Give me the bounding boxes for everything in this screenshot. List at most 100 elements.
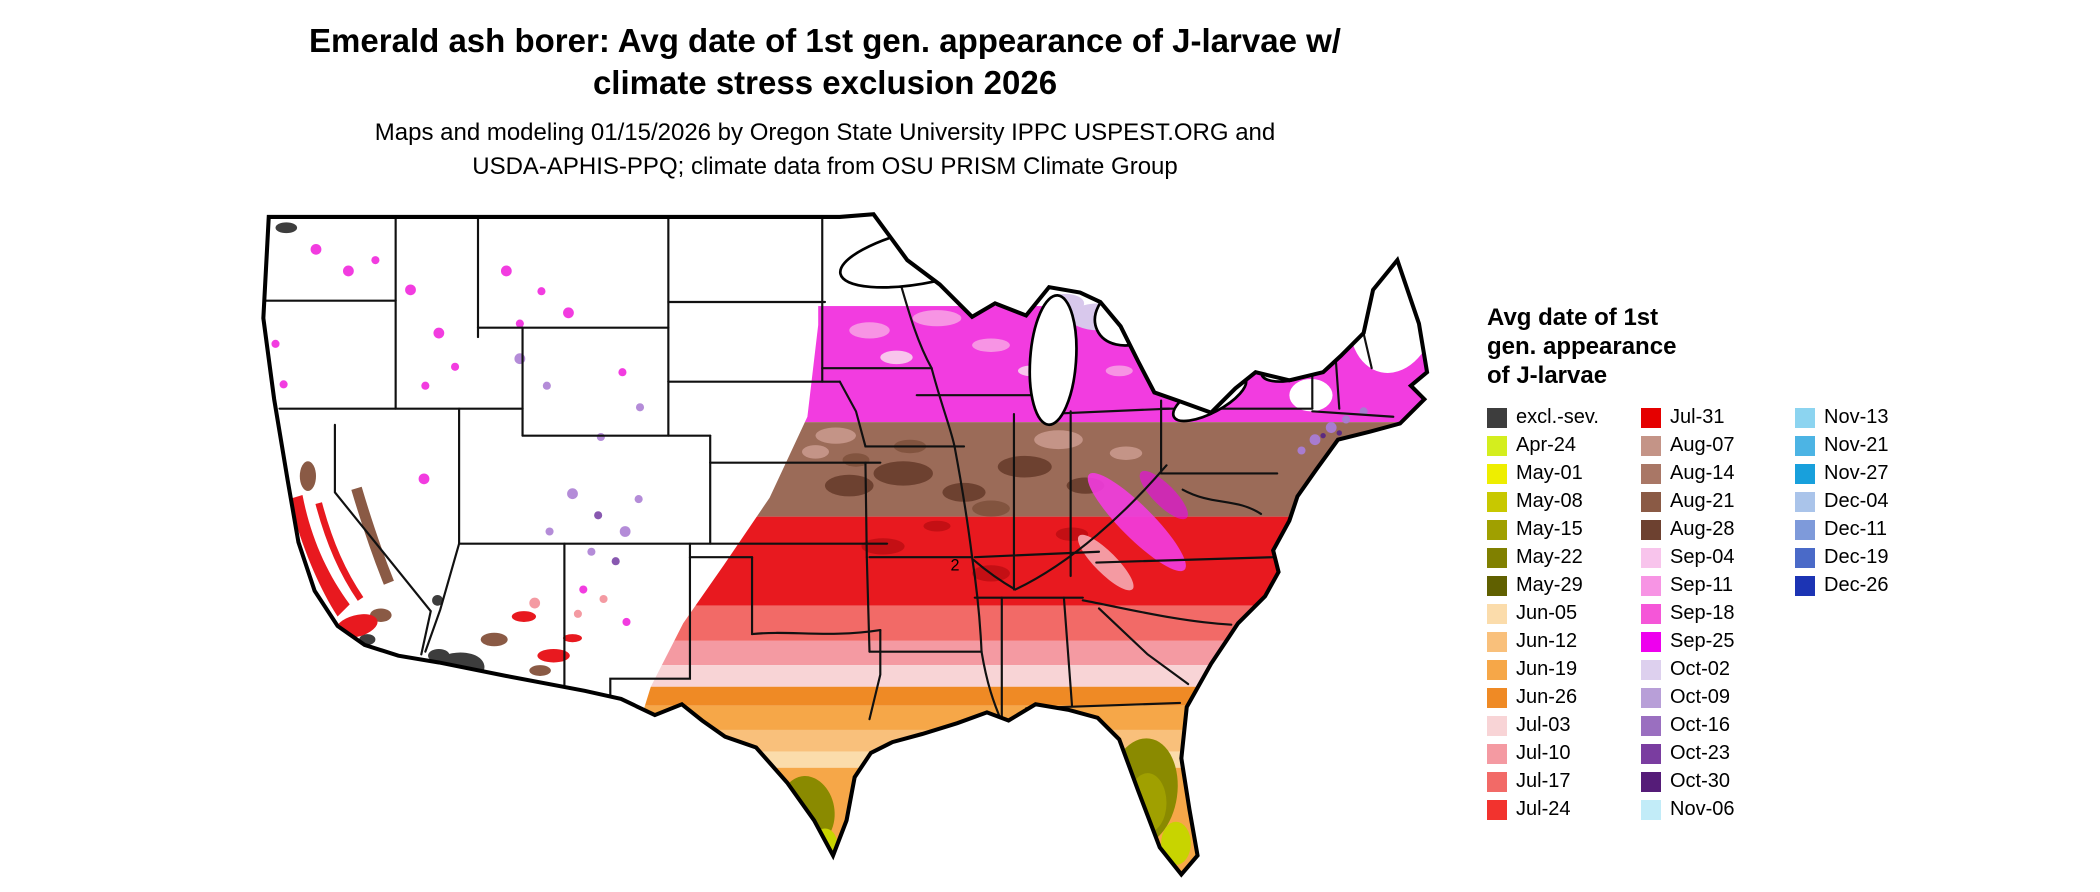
legend-entry: Aug-21 (1641, 490, 1779, 513)
legend-entry: Sep-04 (1641, 546, 1779, 569)
legend: Avg date of 1st gen. appearance of J-lar… (1487, 304, 2067, 821)
legend-swatch (1487, 715, 1507, 736)
legend-label: May-29 (1516, 574, 1583, 597)
legend-label: Dec-26 (1824, 574, 1889, 597)
legend-label: Apr-24 (1516, 434, 1577, 457)
legend-swatch (1487, 463, 1507, 484)
legend-title-line-2: gen. appearance (1487, 332, 1677, 360)
map-fill-layer: 2 (263, 214, 1428, 875)
legend-swatch (1641, 435, 1661, 456)
legend-label: May-15 (1516, 518, 1583, 541)
legend-entry: Nov-13 (1795, 406, 1933, 429)
legend-entry: Sep-25 (1641, 630, 1779, 653)
legend-swatch (1487, 407, 1507, 428)
legend-label: Sep-25 (1670, 630, 1735, 653)
legend-label: Dec-04 (1824, 490, 1889, 513)
legend-columns: excl.-sev. Apr-24 May-01 May-08 May-15 May-22… (1487, 406, 2067, 821)
legend-label: Oct-23 (1670, 742, 1731, 765)
legend-entry: Jul-31 (1641, 406, 1779, 429)
legend-entry: Dec-26 (1795, 574, 1933, 597)
legend-entry: Oct-02 (1641, 658, 1779, 681)
legend-swatch (1487, 659, 1507, 680)
legend-entry: Jun-12 (1487, 630, 1625, 653)
us-map-svg: 2 (261, 212, 1430, 878)
legend-entry: May-01 (1487, 462, 1625, 485)
legend-label: Aug-28 (1670, 518, 1735, 541)
subtitle-line-1: Maps and modeling 01/15/2026 by Oregon S… (374, 119, 1276, 146)
legend-swatch (1641, 407, 1661, 428)
legend-swatch (1641, 519, 1661, 540)
legend-label: Nov-21 (1824, 434, 1889, 457)
legend-label: Oct-16 (1670, 714, 1731, 737)
legend-entry: Jul-03 (1487, 714, 1625, 737)
legend-title-line-1: Avg date of 1st (1487, 304, 1659, 331)
legend-swatch (1641, 631, 1661, 652)
legend-swatch (1641, 491, 1661, 512)
legend-label: May-01 (1516, 462, 1583, 485)
legend-entry: Oct-30 (1641, 770, 1779, 793)
map-annotation: 2 (951, 557, 960, 575)
legend-entry: Jun-26 (1487, 686, 1625, 709)
legend-entry: Oct-23 (1641, 742, 1779, 765)
legend-label: excl.-sev. (1516, 406, 1599, 429)
legend-label: May-08 (1516, 490, 1583, 513)
legend-entry: Dec-19 (1795, 546, 1933, 569)
figure-subtitle: Maps and modeling 01/15/2026 by Oregon S… (150, 116, 1500, 184)
legend-entry: May-22 (1487, 546, 1625, 569)
legend-label: Sep-18 (1670, 602, 1735, 625)
legend-entry: Jun-05 (1487, 602, 1625, 625)
legend-entry: Jun-19 (1487, 658, 1625, 681)
legend-entry: Oct-16 (1641, 714, 1779, 737)
us-map: 2 (235, 208, 1450, 882)
legend-swatch (1487, 631, 1507, 652)
legend-column-2: Jul-31 Aug-07 Aug-14 Aug-21 Aug-28 Sep-04 Sep-… (1641, 406, 1779, 821)
legend-swatch (1487, 799, 1507, 820)
legend-label: Dec-11 (1824, 518, 1887, 541)
legend-entry: Dec-04 (1795, 490, 1933, 513)
legend-swatch (1795, 491, 1815, 512)
legend-swatch (1487, 603, 1507, 624)
legend-swatch (1487, 743, 1507, 764)
legend-swatch (1795, 435, 1815, 456)
legend-label: Nov-27 (1824, 462, 1889, 485)
legend-label: Jun-05 (1516, 602, 1578, 625)
legend-label: Sep-11 (1670, 574, 1734, 597)
legend-swatch (1641, 547, 1661, 568)
subtitle-line-2: USDA-APHIS-PPQ; climate data from OSU PR… (472, 153, 1178, 181)
title-line-2: climate stress exclusion 2026 (592, 64, 1058, 102)
legend-label: Oct-02 (1670, 658, 1731, 681)
legend-swatch (1487, 575, 1507, 596)
legend-swatch (1795, 519, 1815, 540)
legend-entry: May-08 (1487, 490, 1625, 513)
legend-swatch (1487, 491, 1507, 512)
legend-entry: Sep-11 (1641, 574, 1779, 597)
legend-label: Jun-12 (1516, 630, 1578, 653)
legend-label: Jul-17 (1516, 770, 1571, 793)
legend-swatch (1487, 519, 1507, 540)
legend-swatch (1795, 547, 1815, 568)
legend-swatch (1795, 463, 1815, 484)
legend-label: Jul-31 (1670, 406, 1725, 429)
legend-swatch (1641, 463, 1661, 484)
figure-title: Emerald ash borer: Avg date of 1st gen. … (150, 20, 1500, 104)
legend-swatch (1641, 799, 1661, 820)
legend-label: May-22 (1516, 546, 1583, 569)
legend-swatch (1487, 547, 1507, 568)
legend-swatch (1641, 771, 1661, 792)
legend-title-line-3: of J-larvae (1487, 361, 1608, 389)
map-outline (261, 212, 1430, 878)
legend-label: Aug-07 (1670, 434, 1735, 457)
legend-title: Avg date of 1st gen. appearance of J-lar… (1487, 304, 2067, 390)
legend-swatch (1641, 575, 1661, 596)
legend-label: Oct-30 (1670, 770, 1731, 793)
legend-swatch (1487, 435, 1507, 456)
legend-label: Jul-03 (1516, 714, 1571, 737)
legend-swatch (1641, 603, 1661, 624)
legend-entry: excl.-sev. (1487, 406, 1625, 429)
legend-swatch (1795, 407, 1815, 428)
legend-entry: Aug-28 (1641, 518, 1779, 541)
legend-entry: Dec-11 (1795, 518, 1933, 541)
legend-label: Jul-24 (1516, 798, 1571, 821)
legend-label: Nov-13 (1824, 406, 1889, 429)
legend-swatch (1641, 659, 1661, 680)
